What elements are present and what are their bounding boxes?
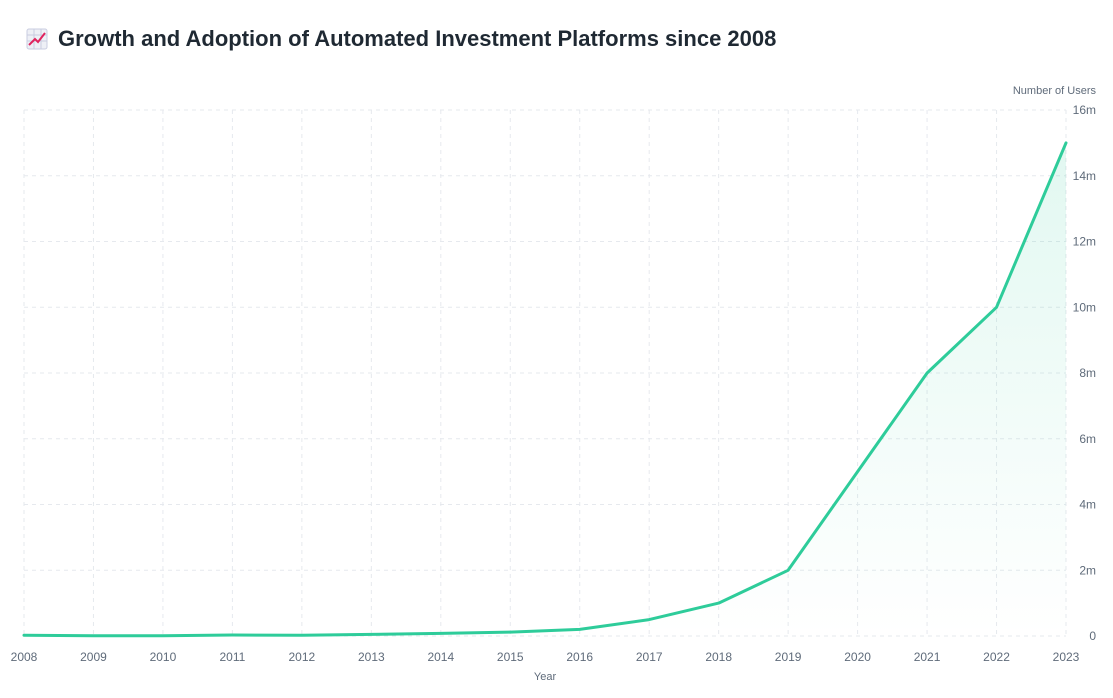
series-line-group — [22, 141, 1068, 638]
x-tick-label: 2013 — [358, 650, 385, 664]
x-tick-label: 2016 — [566, 650, 593, 664]
series-line[interactable] — [22, 141, 1068, 638]
y-axis-title: Number of Users — [1013, 85, 1097, 97]
x-tick-label: 2017 — [636, 650, 663, 664]
y-tick-label: 12m — [1073, 235, 1096, 249]
y-tick-label: 2m — [1079, 563, 1096, 577]
chart-title-row: Growth and Adoption of Automated Investm… — [26, 22, 776, 56]
x-tick-label: 2009 — [80, 650, 107, 664]
x-axis-ticks: 2008 2009 2010 2011 2012 2013 2014 2015 2016 2017… — [11, 650, 1080, 664]
x-tick-label: 2020 — [844, 650, 871, 664]
area-fill — [24, 142, 1066, 636]
chart-increasing-icon — [26, 28, 48, 50]
x-tick-label: 2011 — [219, 650, 245, 664]
x-tick-label: 2014 — [427, 650, 454, 664]
x-tick-label: 2015 — [497, 650, 524, 664]
series-area — [24, 142, 1066, 636]
y-tick-label: 8m — [1079, 366, 1096, 380]
x-axis-title: Year — [534, 671, 557, 683]
x-tick-label: 2010 — [150, 650, 177, 664]
x-tick-label: 2021 — [914, 650, 941, 664]
y-tick-label: 6m — [1079, 432, 1096, 446]
y-tick-label: 14m — [1073, 169, 1096, 183]
x-tick-label: 2008 — [11, 650, 38, 664]
chart-title: Growth and Adoption of Automated Investm… — [58, 26, 777, 51]
x-tick-label: 2018 — [705, 650, 732, 664]
x-tick-label: 2019 — [775, 650, 802, 664]
y-axis-ticks: 0 2m 4m 6m 8m 10m 12m 14m 16m — [1073, 103, 1097, 643]
x-tick-label: 2012 — [289, 650, 316, 664]
y-tick-label: 10m — [1073, 300, 1096, 314]
y-tick-label: 4m — [1079, 498, 1096, 512]
y-tick-label: 16m — [1073, 103, 1096, 117]
y-tick-label: 0 — [1089, 629, 1096, 643]
x-tick-label: 2023 — [1053, 650, 1080, 664]
x-tick-label: 2022 — [983, 650, 1010, 664]
